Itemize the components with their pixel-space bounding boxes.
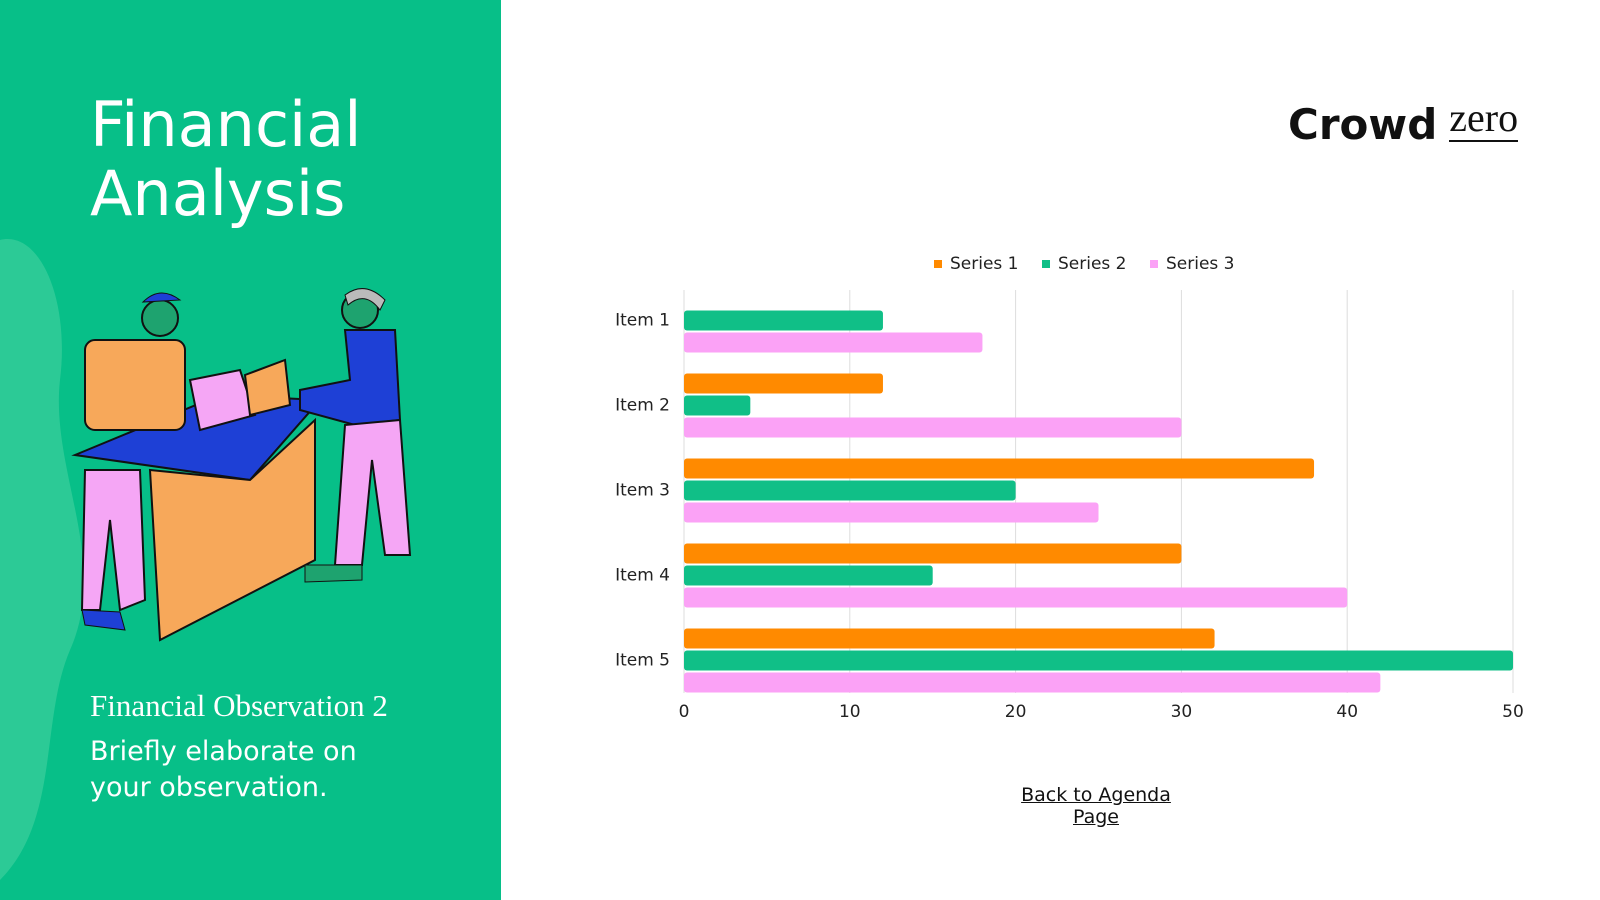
logo-word: Crowd [1288, 100, 1438, 149]
bar [684, 672, 1381, 693]
bar [684, 417, 1182, 438]
bar [684, 373, 883, 394]
bar [684, 543, 1182, 564]
legend-label: Series 1 [950, 254, 1019, 274]
legend-label: Series 2 [1058, 254, 1127, 274]
bar [684, 480, 1016, 501]
x-tick-label: 50 [1502, 702, 1524, 722]
legend-swatch [1150, 260, 1158, 268]
legend-label: Series 3 [1166, 254, 1235, 274]
bar [684, 628, 1215, 649]
illustration [0, 239, 412, 880]
bar [684, 332, 983, 353]
legend-swatch [1042, 260, 1050, 268]
x-tick-label: 40 [1336, 702, 1358, 722]
bar [684, 310, 883, 331]
y-tick-label: Item 5 [615, 651, 670, 671]
logo: Crowd zero [1288, 95, 1519, 149]
bar [684, 587, 1348, 608]
y-tick-label: Item 1 [615, 311, 670, 331]
x-tick-label: 20 [1005, 702, 1027, 722]
x-tick-label: 30 [1171, 702, 1193, 722]
logo-mark: zero [1449, 95, 1519, 142]
bar [684, 458, 1315, 479]
bar [684, 395, 751, 416]
observation-title: Financial Observation 2 [90, 688, 388, 723]
bar [684, 650, 1513, 671]
agenda-link[interactable]: Back to Agenda Page [1021, 784, 1171, 828]
x-tick-label: 10 [839, 702, 861, 722]
bar [684, 502, 1099, 523]
observation-body: Briefly elaborate on your observation. [90, 736, 357, 803]
y-tick-label: Item 4 [615, 566, 670, 586]
y-tick-label: Item 2 [615, 396, 670, 416]
y-tick-label: Item 3 [615, 481, 670, 501]
bar [684, 565, 933, 586]
slide-title: Financial Analysis [90, 88, 362, 230]
legend-swatch [934, 260, 942, 268]
side-panel: Financial Analysis Financial Observation… [0, 0, 501, 900]
x-tick-label: 0 [679, 702, 690, 722]
